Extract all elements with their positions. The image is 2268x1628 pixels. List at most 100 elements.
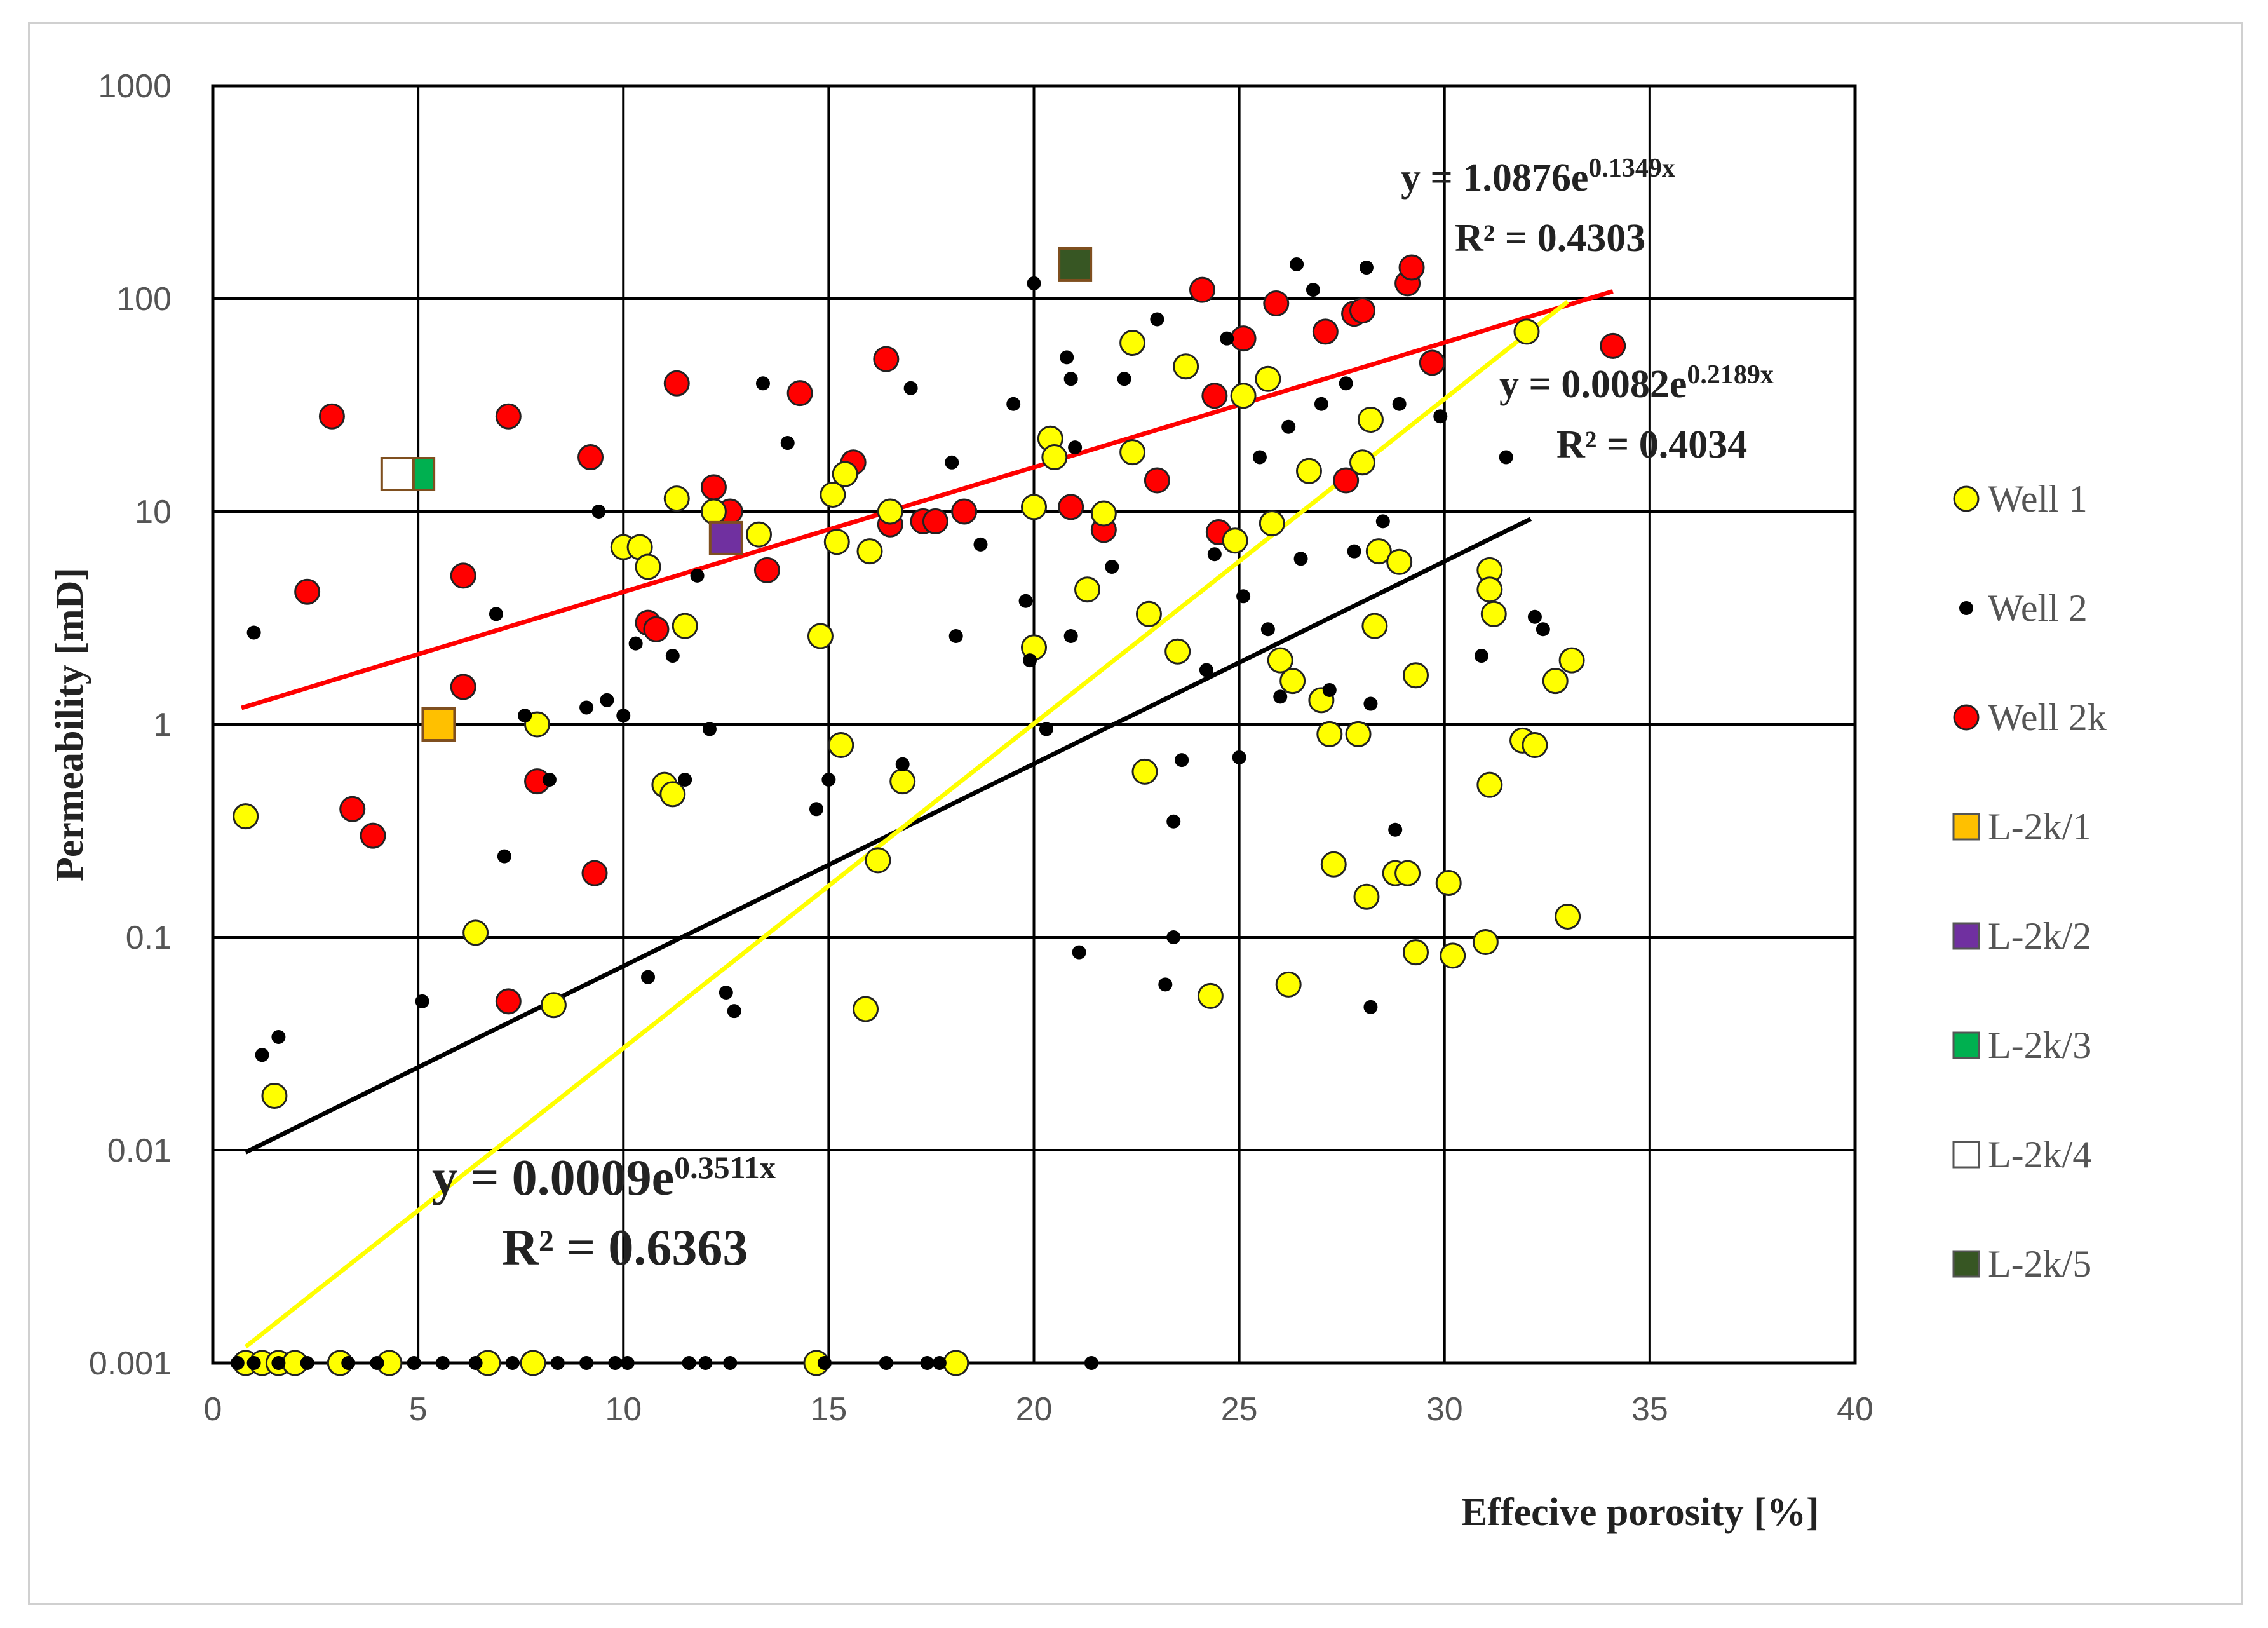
data-point bbox=[495, 403, 522, 430]
data-point bbox=[1357, 406, 1384, 433]
data-point bbox=[809, 802, 823, 817]
data-point bbox=[1199, 663, 1213, 677]
data-point bbox=[1166, 814, 1181, 829]
data-point bbox=[1072, 945, 1086, 960]
y-tick-label: 0.01 bbox=[107, 1132, 172, 1169]
data-point bbox=[1476, 771, 1503, 798]
legend-item-l-2k-4: L-2k/4 bbox=[1952, 1134, 2091, 1176]
data-point bbox=[1542, 668, 1569, 695]
series-l-2k-5 bbox=[1058, 247, 1093, 282]
data-point bbox=[1345, 721, 1372, 747]
x-tick-label: 35 bbox=[1631, 1391, 1668, 1428]
y-tick-label: 100 bbox=[116, 281, 172, 318]
data-point bbox=[1320, 851, 1347, 878]
data-point bbox=[817, 1356, 832, 1370]
data-point bbox=[1230, 383, 1257, 409]
data-point bbox=[1158, 977, 1173, 992]
data-point bbox=[1260, 622, 1275, 637]
legend-label: L-2k/2 bbox=[1988, 915, 2091, 957]
legend: Well 1 Well 2 Well 2k L-2k/1 L-2k/2 L-2k/3 L-2… bbox=[1952, 478, 2107, 1285]
data-point bbox=[832, 461, 858, 487]
data-point bbox=[591, 505, 606, 519]
series-well-2k bbox=[294, 254, 1626, 1015]
data-point bbox=[255, 1048, 269, 1062]
data-point bbox=[823, 529, 850, 555]
data-point bbox=[550, 1356, 565, 1370]
data-point bbox=[973, 537, 988, 552]
data-point bbox=[663, 370, 690, 397]
data-point bbox=[1230, 325, 1257, 352]
data-point bbox=[233, 803, 259, 830]
data-point bbox=[753, 557, 780, 583]
data-point bbox=[300, 1356, 314, 1370]
data-point bbox=[230, 1356, 245, 1370]
data-point bbox=[1267, 647, 1293, 674]
y-tick-label: 1000 bbox=[98, 68, 172, 105]
data-point bbox=[1347, 544, 1361, 559]
y-tick-label: 10 bbox=[135, 494, 172, 531]
data-point bbox=[665, 649, 680, 663]
data-point bbox=[1131, 758, 1158, 785]
data-point bbox=[1058, 494, 1084, 520]
data-point bbox=[1144, 467, 1170, 494]
data-point bbox=[780, 436, 795, 451]
data-point bbox=[682, 1356, 696, 1370]
equation-well-1: y = 0.0009e0.3511x bbox=[432, 1150, 776, 1206]
data-point bbox=[723, 1356, 738, 1370]
data-point bbox=[341, 1356, 356, 1370]
data-point bbox=[616, 709, 631, 723]
data-point bbox=[821, 772, 836, 787]
x-axis-label: Effecive porosity [%] bbox=[1461, 1491, 1819, 1534]
plot-area bbox=[211, 84, 1857, 1365]
legend-marker bbox=[1952, 1141, 1980, 1169]
data-point bbox=[1197, 982, 1224, 1009]
data-point bbox=[879, 1356, 893, 1370]
data-point bbox=[370, 1356, 384, 1370]
legend-label: L-2k/3 bbox=[1988, 1024, 2091, 1066]
data-point bbox=[1480, 600, 1507, 627]
data-point bbox=[1293, 552, 1308, 566]
legend-label: Well 2k bbox=[1988, 696, 2107, 738]
data-point bbox=[1398, 254, 1425, 281]
data-point bbox=[1365, 538, 1392, 565]
data-point bbox=[1392, 397, 1407, 411]
data-point bbox=[271, 1029, 286, 1044]
data-point bbox=[948, 628, 963, 643]
data-point bbox=[1558, 647, 1585, 674]
legend-item-well-2: Well 2 bbox=[1959, 587, 2088, 629]
data-point bbox=[579, 700, 594, 715]
data-point bbox=[1419, 349, 1445, 376]
data-point bbox=[889, 768, 916, 795]
legend-item-l-2k-2: L-2k/2 bbox=[1952, 915, 2091, 957]
data-point bbox=[1018, 594, 1033, 608]
series-well-1 bbox=[233, 318, 1585, 1376]
x-tick-label: 0 bbox=[204, 1391, 222, 1428]
data-point bbox=[1403, 662, 1429, 689]
x-tick-label: 30 bbox=[1426, 1391, 1463, 1428]
data-point bbox=[1314, 397, 1328, 411]
equation-well-2k-exponent: 0.1349x bbox=[1588, 154, 1675, 183]
legend-marker bbox=[1953, 485, 1980, 512]
legend-label: L-2k/4 bbox=[1988, 1134, 2091, 1176]
data-point bbox=[1201, 383, 1228, 409]
data-point bbox=[895, 757, 910, 771]
data-point bbox=[903, 381, 918, 395]
data-point bbox=[1117, 372, 1131, 386]
equation-well-2k: y = 1.0876e0.1349x bbox=[1401, 154, 1675, 200]
legend-item-well-1: Well 1 bbox=[1953, 478, 2088, 520]
series-well-2 bbox=[230, 257, 1550, 1370]
data-point bbox=[641, 970, 656, 984]
x-tick-label: 20 bbox=[1016, 1391, 1053, 1428]
data-point bbox=[1164, 638, 1191, 665]
x-tick-label: 40 bbox=[1837, 1391, 1873, 1428]
series-l-2k-4 bbox=[380, 457, 415, 492]
chart-frame bbox=[28, 22, 2243, 1605]
data-point bbox=[1105, 559, 1119, 574]
data-point bbox=[339, 796, 366, 822]
data-point bbox=[505, 1356, 520, 1370]
data-point bbox=[1275, 971, 1302, 998]
data-point bbox=[1536, 622, 1550, 637]
data-point bbox=[1349, 297, 1375, 324]
data-point bbox=[719, 985, 733, 1000]
legend-marker bbox=[1959, 601, 1973, 615]
